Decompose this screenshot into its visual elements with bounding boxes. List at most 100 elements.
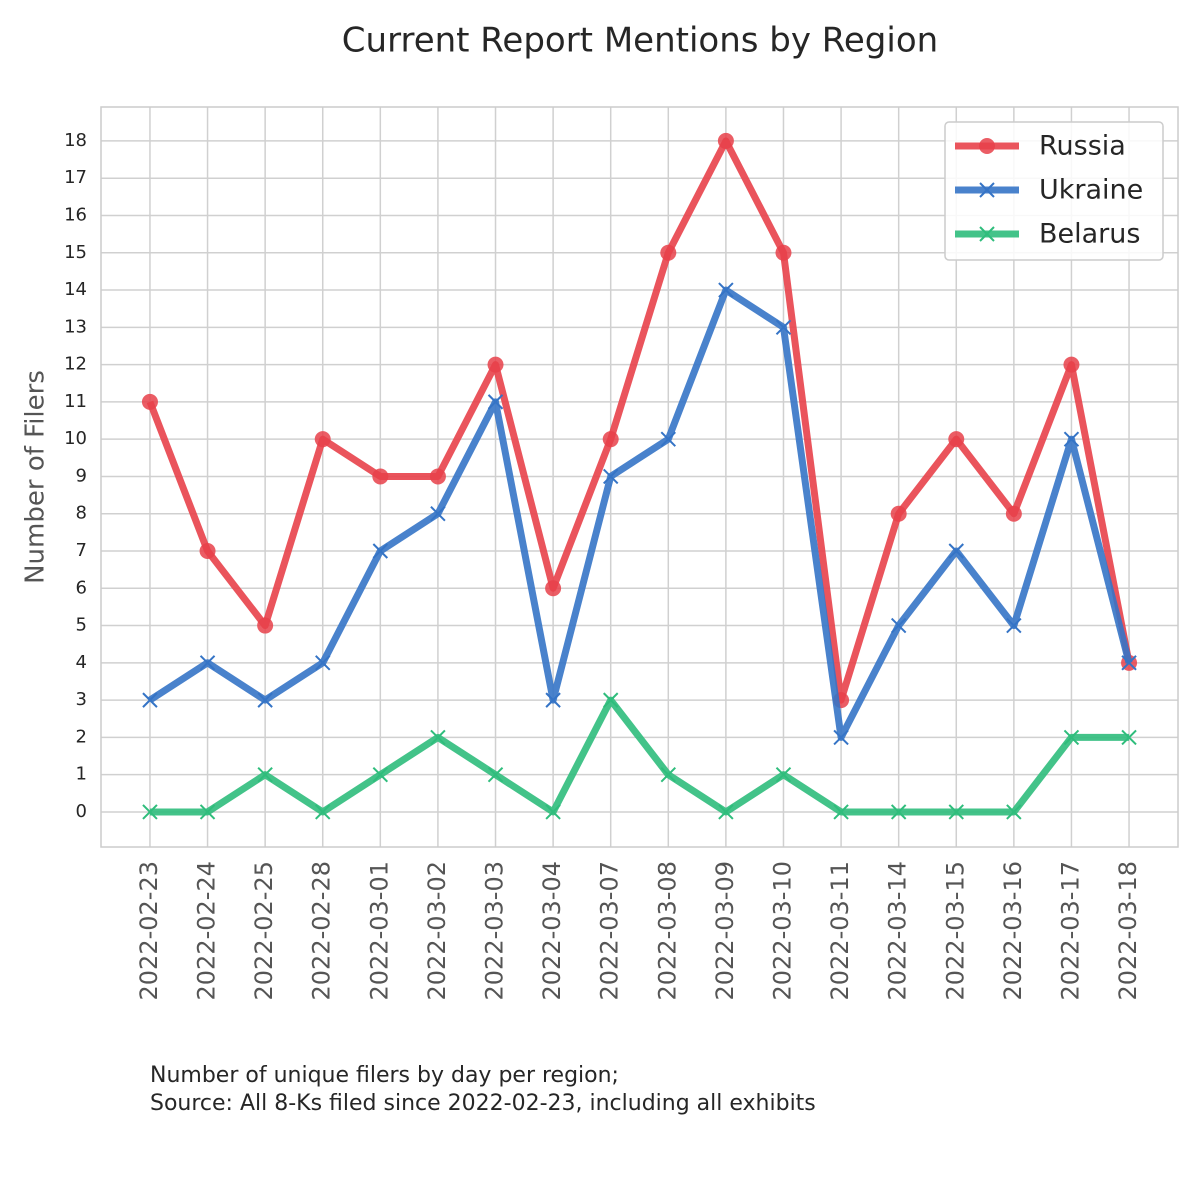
y-tick-label: 0 [76,801,87,822]
series-line [148,286,1133,741]
data-point [315,655,331,671]
data-point [199,655,216,671]
data-point [1005,505,1022,522]
y-tick-label: 2 [76,726,87,747]
x-tick-label: 2022-03-01 [365,861,393,1000]
data-point [257,617,274,634]
data-point [142,804,158,820]
data-point [315,804,331,820]
x-tick-label: 2022-03-10 [768,861,796,1000]
x-tick-label: 2022-02-28 [308,861,336,1000]
x-tick-label: 2022-03-16 [999,861,1027,1000]
x-tick-label: 2022-02-25 [250,861,278,1000]
data-point [257,766,273,783]
series-line [149,696,1130,816]
legend-box [944,121,1164,261]
data-point [372,468,389,485]
data-point [1063,431,1080,447]
data-point [660,766,677,783]
x-tick-label: 2022-03-11 [826,861,854,1000]
y-tick-label: 7 [76,540,87,561]
legend-marker [979,226,995,242]
data-point [948,543,964,559]
x-tick-label: 2022-02-24 [193,861,221,1000]
data-point [660,431,677,447]
data-point [487,356,504,373]
y-axis-label: Number of Filers [21,370,51,584]
data-point [1006,617,1022,634]
x-tick-label: 2022-03-03 [481,861,509,1000]
data-point [718,804,734,820]
legend-label: Ukraine [1039,175,1143,206]
y-tick-label: 10 [64,428,87,449]
data-point [487,766,504,783]
data-point [257,692,273,708]
footnote: Source: All 8-Ks filed since 2022-02-23,… [150,1091,816,1116]
data-point [890,617,907,634]
x-tick-label: 2022-03-15 [941,861,969,1000]
data-point [487,394,504,410]
data-point [430,729,446,746]
data-point [1121,655,1137,671]
data-point [1006,804,1022,820]
data-point [1063,729,1080,746]
data-point [948,804,964,820]
y-tick-label: 15 [64,242,87,263]
data-point [833,729,849,746]
data-point [775,244,792,261]
data-point [890,804,907,820]
data-point [602,468,619,485]
footnote: Number of unique filers by day per regio… [150,1063,619,1088]
data-point [372,766,389,783]
data-point [948,431,965,448]
plot-frame [100,106,1179,848]
data-point [141,393,158,410]
data-point [602,692,619,708]
y-tick-label: 3 [76,689,87,710]
y-tick-label: 6 [76,577,87,598]
y-tick-label: 17 [64,167,87,188]
x-tick-label: 2022-03-09 [711,861,739,1000]
legend-label: Belarus [1039,219,1140,250]
data-point [372,543,389,559]
y-tick-label: 13 [64,316,87,337]
y-tick-label: 12 [64,354,87,375]
legend-marker [979,138,995,154]
data-point [314,431,331,448]
y-tick-label: 4 [76,652,87,673]
series-line [146,137,1133,704]
data-point [717,132,734,149]
x-tick-label: 2022-03-14 [884,861,912,1000]
x-tick-label: 2022-03-08 [653,861,681,1000]
legend: Russia Ukraine Belarus [944,121,1164,261]
y-tick-label: 1 [76,764,87,785]
data-point [833,804,849,820]
data-point [545,580,562,597]
data-point [602,431,619,448]
data-point [430,506,446,522]
x-tick-label: 2022-03-04 [538,861,566,1000]
data-point [775,319,792,336]
data-point [429,468,446,485]
x-tick-label: 2022-03-18 [1114,861,1142,1000]
y-tick-label: 16 [64,204,87,225]
data-point [1063,356,1080,373]
data-point [775,766,792,783]
x-tick-label: 2022-03-07 [596,861,624,1000]
data-point [545,692,561,708]
x-tick-label: 2022-03-17 [1056,861,1084,1000]
data-point [142,692,158,708]
y-tick-label: 9 [76,465,87,486]
data-point [718,282,734,298]
data-point [660,244,677,261]
y-tick-label: 11 [64,391,87,412]
y-tick-label: 5 [76,615,87,636]
x-tick-label: 2022-02-23 [135,861,163,1000]
data-point [1121,729,1137,746]
y-tick-label: 8 [76,503,87,524]
legend-marker [979,182,995,198]
data-point [199,543,216,559]
y-tick-label: 14 [64,279,87,300]
y-tick-label: 18 [64,130,87,151]
